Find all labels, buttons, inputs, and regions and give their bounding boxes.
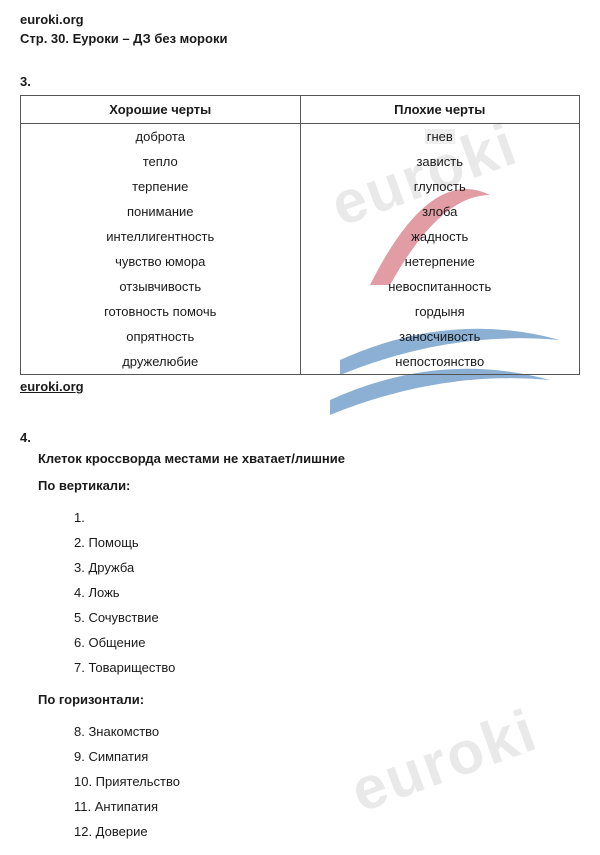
table-cell: зависть: [300, 149, 580, 174]
table-cell: жадность: [300, 224, 580, 249]
table-cell: интеллигентность: [21, 224, 301, 249]
table-row: доброта гнев: [21, 124, 580, 150]
table-row: тепло зависть: [21, 149, 580, 174]
table-row: интеллигентность жадность: [21, 224, 580, 249]
section3-number: 3.: [20, 74, 580, 89]
list-item: 10. Приятельство: [74, 769, 580, 794]
site-header: euroki.org: [20, 12, 580, 27]
table-cell: опрятность: [21, 324, 301, 349]
table-row: дружелюбие непостоянство: [21, 349, 580, 375]
table-row: чувство юмора нетерпение: [21, 249, 580, 274]
table-cell: терпение: [21, 174, 301, 199]
table-row: готовность помочь гордыня: [21, 299, 580, 324]
table-row: опрятность заносчивость: [21, 324, 580, 349]
list-item: 11. Антипатия: [74, 794, 580, 819]
list-item: 6. Общение: [74, 630, 580, 655]
table-cell: готовность помочь: [21, 299, 301, 324]
section3-footer: euroki.org: [20, 379, 580, 394]
table-row: отзывчивость невоспитанность: [21, 274, 580, 299]
crossword-title: Клеток кроссворда местами не хватает/лиш…: [38, 451, 580, 466]
list-item: 3. Дружба: [74, 555, 580, 580]
page-title: Стр. 30. Еуроки – ДЗ без мороки: [20, 31, 580, 46]
table-row: понимание злоба: [21, 199, 580, 224]
table-cell: тепло: [21, 149, 301, 174]
table-row: терпение глупость: [21, 174, 580, 199]
list-item: 8. Знакомство: [74, 719, 580, 744]
list-item: 5. Сочувствие: [74, 605, 580, 630]
vertical-title: По вертикали:: [38, 478, 580, 493]
list-item: 4. Ложь: [74, 580, 580, 605]
horizontal-list: 8. Знакомство 9. Симпатия 10. Приятельст…: [74, 719, 580, 844]
table-cell: дружелюбие: [21, 349, 301, 375]
table-header-bad: Плохие черты: [300, 96, 580, 124]
table-cell: чувство юмора: [21, 249, 301, 274]
list-item: 9. Симпатия: [74, 744, 580, 769]
table-cell: непостоянство: [300, 349, 580, 375]
list-item: 7. Товарищество: [74, 655, 580, 680]
table-cell: злоба: [300, 199, 580, 224]
traits-table: Хорошие черты Плохие черты доброта гнев …: [20, 95, 580, 375]
table-header-good: Хорошие черты: [21, 96, 301, 124]
list-item: 2. Помощь: [74, 530, 580, 555]
horizontal-title: По горизонтали:: [38, 692, 580, 707]
table-cell: понимание: [21, 199, 301, 224]
table-cell: отзывчивость: [21, 274, 301, 299]
section4-number: 4.: [20, 430, 580, 445]
table-cell: гордыня: [300, 299, 580, 324]
list-item: 1.: [74, 505, 580, 530]
table-cell: глупость: [300, 174, 580, 199]
table-cell: невоспитанность: [300, 274, 580, 299]
table-cell: заносчивость: [300, 324, 580, 349]
list-item: 12. Доверие: [74, 819, 580, 844]
vertical-list: 1. 2. Помощь 3. Дружба 4. Ложь 5. Сочувс…: [74, 505, 580, 680]
table-cell: нетерпение: [300, 249, 580, 274]
table-cell: доброта: [21, 124, 301, 150]
table-cell: гнев: [300, 124, 580, 150]
